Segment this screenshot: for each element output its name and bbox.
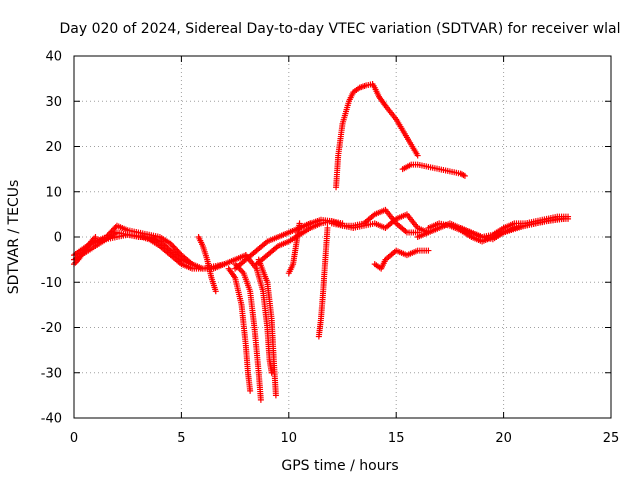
data-point <box>414 152 421 159</box>
y-tick-label: 40 <box>45 50 62 65</box>
data-point <box>272 392 279 399</box>
axis-ticks: 0 5 10 15 20 25 -40 -30 -20 -10 0 10 20 30 40 <box>41 50 620 447</box>
x-tick-label: 5 <box>177 431 185 446</box>
x-tick-label: 20 <box>495 431 512 446</box>
y-tick-label: 0 <box>54 231 62 246</box>
data-point <box>221 261 228 268</box>
series-drop-6 <box>195 234 219 295</box>
data-point <box>285 270 292 277</box>
chart-title: Day 020 of 2024, Sidereal Day-to-day VTE… <box>59 21 620 37</box>
series-arc-late-afternoon <box>92 231 228 272</box>
series-drop-9b <box>255 256 279 399</box>
y-tick-label: 10 <box>45 185 62 200</box>
x-tick-label: 25 <box>603 431 620 446</box>
series-arc-early-3 <box>71 234 99 268</box>
x-tick-label: 15 <box>388 431 405 446</box>
series-arc-midday <box>296 206 421 236</box>
y-tick-label: 20 <box>45 140 62 155</box>
series-rise-10 <box>232 220 314 272</box>
data-point <box>461 172 468 179</box>
y-tick-label: 30 <box>45 95 62 110</box>
series-arc-14-16 <box>371 247 432 272</box>
y-axis-label: SDTVAR / TECUs <box>6 180 22 295</box>
series-drop-9a <box>242 252 275 376</box>
data-point <box>268 369 275 376</box>
data-point <box>212 288 219 295</box>
series-drop-8a <box>225 265 254 394</box>
data-point <box>425 247 432 254</box>
series-rise-9 <box>253 218 346 268</box>
y-tick-label: -30 <box>41 366 62 381</box>
series-drop-8b <box>232 261 264 403</box>
y-tick-label: -20 <box>41 321 62 336</box>
data-point <box>257 396 264 403</box>
y-tick-label: -40 <box>41 412 62 427</box>
data-point <box>560 215 567 222</box>
grid <box>74 56 611 418</box>
series-drop-10 <box>285 220 303 277</box>
data-point <box>247 387 254 394</box>
series-spike-13 <box>333 81 421 191</box>
x-tick-label: 10 <box>281 431 298 446</box>
data-points <box>71 81 572 403</box>
x-tick-label: 0 <box>70 431 78 446</box>
series-arc-evening-3 <box>457 215 567 243</box>
y-tick-label: -10 <box>41 276 62 291</box>
data-point <box>315 333 322 340</box>
x-axis-label: GPS time / hours <box>281 458 398 474</box>
series-drop-11 <box>315 224 331 340</box>
series-arc-15-18 <box>399 161 468 179</box>
